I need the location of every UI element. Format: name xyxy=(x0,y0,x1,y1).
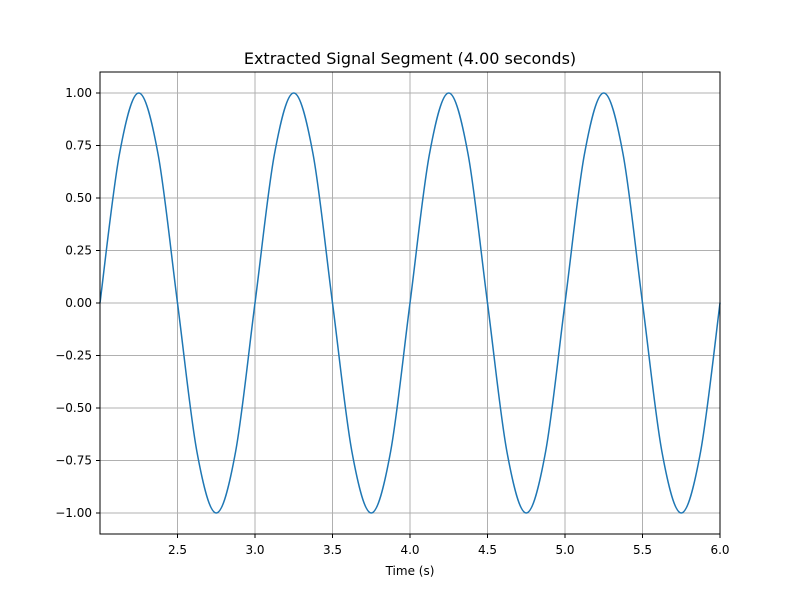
y-tick-label: −0.50 xyxy=(55,401,92,415)
y-tick-label: 1.00 xyxy=(65,86,92,100)
x-tick-label: 3.5 xyxy=(323,543,342,557)
x-tick-label: 5.0 xyxy=(555,543,574,557)
chart-title: Extracted Signal Segment (4.00 seconds) xyxy=(244,49,576,68)
y-tick-label: 0.00 xyxy=(65,296,92,310)
series-layer xyxy=(99,92,721,514)
x-tick-label: 4.0 xyxy=(400,543,419,557)
x-tick-label: 2.5 xyxy=(168,543,187,557)
y-tick-label: 0.75 xyxy=(65,139,92,153)
y-tick-label: 0.50 xyxy=(65,191,92,205)
x-tick-label: 4.5 xyxy=(478,543,497,557)
x-tick-label: 5.5 xyxy=(633,543,652,557)
x-tick-label: 3.0 xyxy=(245,543,264,557)
x-tick-label: 6.0 xyxy=(710,543,729,557)
y-tick-label: 0.25 xyxy=(65,244,92,258)
series-line-1 xyxy=(99,92,721,514)
y-axis-ticks: 1.00 0.75 0.50 0.25 0.00 −0.25 −0.50 −0.75 −1.00 xyxy=(55,86,100,520)
y-tick-label: −0.75 xyxy=(55,454,92,468)
x-axis-title: Time (s) xyxy=(385,564,435,578)
y-tick-label: −0.25 xyxy=(55,349,92,363)
y-tick-label: −1.00 xyxy=(55,506,92,520)
x-axis-ticks: 2.5 3.0 3.5 4.0 4.5 5.0 5.5 6.0 xyxy=(168,534,730,557)
